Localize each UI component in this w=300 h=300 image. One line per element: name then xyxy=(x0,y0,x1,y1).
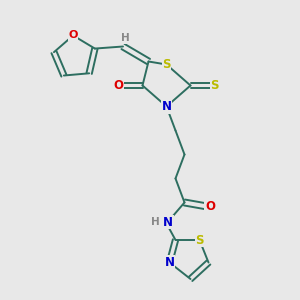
Text: O: O xyxy=(68,31,78,40)
Text: H: H xyxy=(121,33,130,43)
Text: H: H xyxy=(151,217,160,227)
Text: S: S xyxy=(210,79,219,92)
Text: S: S xyxy=(195,233,204,247)
Text: O: O xyxy=(113,79,124,92)
Text: N: N xyxy=(164,256,175,269)
Text: N: N xyxy=(161,100,172,113)
Text: N: N xyxy=(163,215,173,229)
Text: O: O xyxy=(205,200,215,214)
Text: S: S xyxy=(162,58,171,71)
